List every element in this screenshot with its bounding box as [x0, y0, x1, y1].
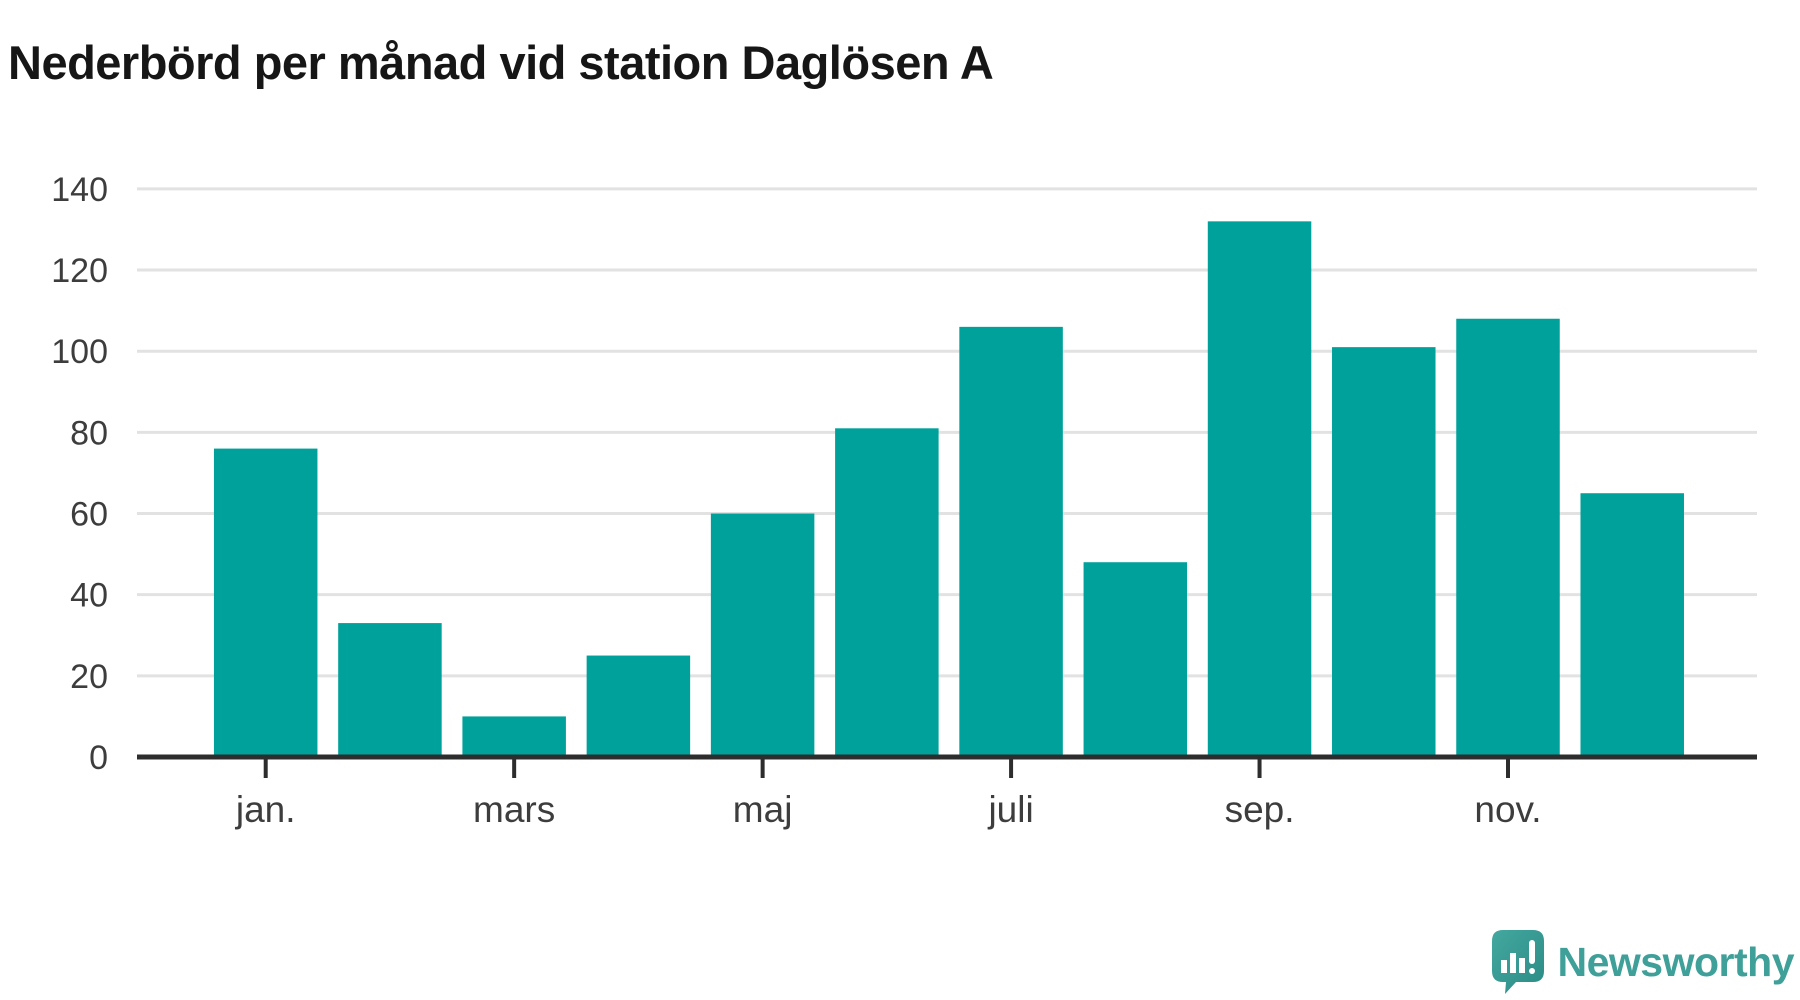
bar — [1580, 493, 1684, 757]
y-axis-tick-label: 40 — [70, 577, 108, 615]
y-axis-tick-label: 100 — [51, 333, 108, 371]
x-axis-tick-label: juli — [987, 789, 1033, 830]
bar — [1207, 221, 1312, 757]
x-axis-tick-label: sep. — [1225, 789, 1295, 830]
y-axis-tick-label: 60 — [70, 496, 108, 534]
newsworthy-speech-bubble-bar-chart-icon — [1491, 930, 1544, 994]
bar — [959, 326, 1063, 757]
bar — [586, 655, 691, 757]
y-axis-tick-label: 0 — [89, 739, 108, 777]
bar — [213, 448, 318, 757]
x-axis-tick-label: mars — [473, 789, 555, 830]
bar — [835, 428, 939, 757]
bar — [462, 716, 566, 757]
y-axis-tick-label: 140 — [51, 171, 108, 209]
bar — [710, 513, 815, 757]
bar — [1456, 318, 1560, 757]
x-axis-tick-label: nov. — [1474, 789, 1541, 830]
newsworthy-logo-text: Newsworthy — [1557, 938, 1795, 985]
chart-title: Nederbörd per månad vid station Daglösen… — [8, 36, 994, 90]
y-axis-tick-label: 20 — [70, 658, 108, 696]
bar — [338, 623, 442, 757]
y-axis-tick-label: 80 — [70, 414, 108, 452]
bar — [1083, 562, 1188, 757]
x-axis-tick-label: maj — [733, 789, 793, 830]
bar — [1332, 347, 1436, 757]
y-axis-tick-label: 120 — [51, 252, 108, 290]
newsworthy-logo: Newsworthy — [1491, 930, 1795, 994]
x-axis-tick-label: jan. — [235, 789, 296, 830]
